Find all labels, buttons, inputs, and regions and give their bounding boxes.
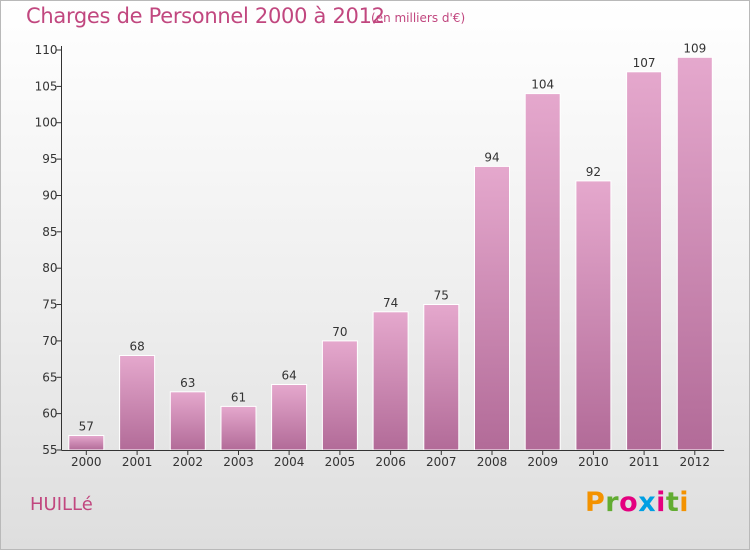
y-tick-label-55: 55 [42, 443, 57, 457]
bar-2007 [423, 304, 460, 451]
commune-name: HUILLé [30, 494, 93, 515]
bar-2005 [321, 340, 358, 451]
logo-letter: t [665, 487, 680, 518]
y-tick-label-65: 65 [42, 370, 57, 384]
x-tick-label-2012: 2012 [680, 455, 711, 469]
bar-2003 [220, 405, 257, 451]
bar-2002 [169, 391, 206, 451]
logo-letter: P [585, 487, 606, 518]
bar-2011 [626, 71, 663, 451]
x-tick-label-2007: 2007 [426, 455, 457, 469]
y-tick-label-105: 105 [35, 79, 58, 93]
bar-2004 [271, 384, 308, 451]
chart-subtitle: (en milliers d'€) [371, 11, 466, 25]
x-tick-label-2006: 2006 [375, 455, 406, 469]
proxiti-logo: Proxiti [585, 487, 689, 518]
x-tick-label-2001: 2001 [122, 455, 153, 469]
x-tick-label-2005: 2005 [325, 455, 356, 469]
value-label-2000: 57 [79, 420, 94, 434]
logo-letter: o [619, 487, 639, 518]
x-tick-label-2000: 2000 [71, 455, 102, 469]
bar-2009 [524, 93, 561, 451]
value-label-2005: 70 [332, 325, 347, 339]
bar-2010 [575, 180, 612, 451]
value-label-2009: 104 [531, 78, 554, 92]
value-label-2008: 94 [484, 150, 499, 164]
value-label-2012: 109 [683, 41, 706, 55]
bar-2012 [676, 56, 713, 451]
logo-letter: i [656, 487, 666, 518]
y-tick-label-60: 60 [42, 407, 57, 421]
x-tick-label-2008: 2008 [477, 455, 508, 469]
value-label-2003: 61 [231, 390, 246, 404]
y-tick-label-75: 75 [42, 298, 57, 312]
x-tick-label-2003: 2003 [223, 455, 254, 469]
y-tick-label-80: 80 [42, 261, 57, 275]
value-label-2007: 75 [434, 289, 449, 303]
x-tick-label-2004: 2004 [274, 455, 305, 469]
y-tick-label-110: 110 [35, 43, 58, 57]
value-label-2010: 92 [586, 165, 601, 179]
logo-letter: i [679, 487, 690, 518]
y-tick-label-95: 95 [42, 152, 57, 166]
y-tick-label-100: 100 [35, 116, 58, 130]
y-tick-label-85: 85 [42, 225, 57, 239]
logo-letter: x [638, 487, 657, 518]
value-label-2002: 63 [180, 376, 195, 390]
bar-2006 [372, 311, 409, 451]
x-tick-label-2009: 2009 [527, 455, 558, 469]
y-tick-label-70: 70 [42, 334, 57, 348]
logo-letter: r [605, 487, 620, 518]
x-tick-label-2002: 2002 [173, 455, 204, 469]
value-label-2004: 64 [281, 369, 296, 383]
x-tick-label-2010: 2010 [578, 455, 609, 469]
value-label-2011: 107 [633, 56, 656, 70]
value-label-2006: 74 [383, 296, 398, 310]
y-tick-label-90: 90 [42, 189, 57, 203]
bar-2001 [119, 355, 156, 451]
bar-2008 [474, 165, 510, 451]
bar-2000 [68, 435, 105, 451]
value-label-2001: 68 [129, 340, 144, 354]
x-tick-label-2011: 2011 [629, 455, 660, 469]
chart-title: Charges de Personnel 2000 à 2012 [26, 4, 385, 28]
